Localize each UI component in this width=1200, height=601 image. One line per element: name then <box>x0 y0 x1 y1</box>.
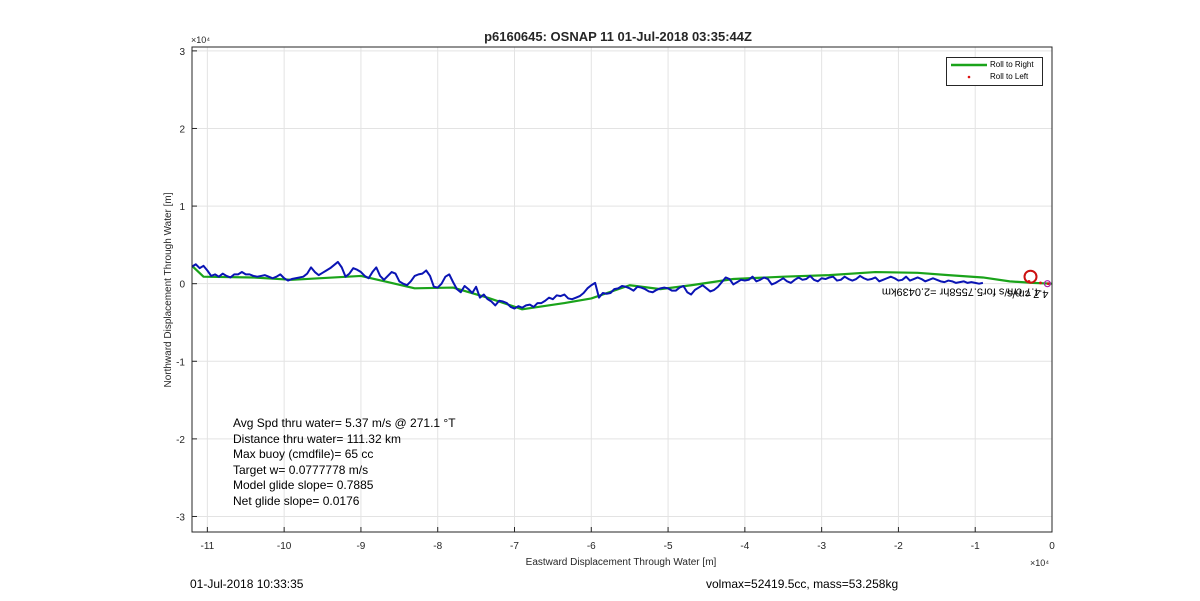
x-tick-label: -1 <box>971 541 980 552</box>
roll-to-right-line <box>191 265 1053 311</box>
current-annotation-text-duplicate: 4.7 cm/s <box>1006 287 1048 299</box>
roll-to-left-point <box>1046 282 1050 286</box>
x-tick-label: -3 <box>817 541 826 552</box>
y-exponent-label: ×10⁴ <box>191 35 210 45</box>
x-tick-label: -8 <box>433 541 442 552</box>
x-tick-labels: -11 -10 -9 -8 -7 -6 -5 -4 -3 -2 -1 0 <box>200 541 1055 552</box>
chart-title: p6160645: OSNAP 11 01-Jul-2018 03:35:44Z <box>484 29 752 44</box>
stat-net-glide-slope: Net glide slope= 0.0176 <box>233 493 360 508</box>
stat-max-buoy: Max buoy (cmdfile)= 65 cc <box>233 447 374 461</box>
x-tick-label: -5 <box>664 541 673 552</box>
y-tick-label: -3 <box>176 512 185 523</box>
roll-to-right-series <box>191 265 1053 311</box>
stat-target-w: Target w= 0.0777778 m/s <box>233 462 369 477</box>
legend-label: Roll to Left <box>990 72 1029 81</box>
current-position-marker <box>1043 280 1051 288</box>
legend-label: Roll to Right <box>990 60 1034 69</box>
legend-item-roll-to-left: Roll to Left <box>947 71 1042 83</box>
roll-to-left-point <box>1039 281 1042 285</box>
y-tick-label: 3 <box>179 47 185 58</box>
x-tick-label: -10 <box>277 541 292 552</box>
x-tick-label: 0 <box>1049 541 1055 552</box>
x-tick-label: -2 <box>894 541 903 552</box>
axes-box <box>191 46 1053 533</box>
legend-line-swatch <box>951 63 987 67</box>
x-tick-label: -4 <box>740 541 749 552</box>
footer-volmax-mass: volmax=52419.5cc, mass=53.258kg <box>706 577 899 591</box>
x-tick-label: -11 <box>200 541 214 552</box>
y-tick-label: 0 <box>179 280 185 291</box>
legend: Roll to Right Roll to Left <box>946 57 1043 86</box>
x-exponent-label: ×10⁴ <box>1030 558 1049 568</box>
stat-model-glide-slope: Model glide slope= 0.7885 <box>233 478 374 492</box>
x-axis-label: Eastward Displacement Through Water [m] <box>526 557 717 568</box>
x-tick-label: -6 <box>587 541 596 552</box>
legend-dot-swatch <box>967 75 971 79</box>
y-tick-label: -2 <box>176 435 185 446</box>
footer-timestamp: 01-Jul-2018 10:33:35 <box>190 577 304 591</box>
x-tick-label: -7 <box>510 541 519 552</box>
y-tick-labels: -3 -2 -1 0 1 2 3 <box>176 47 185 524</box>
glider-track-line <box>191 260 984 310</box>
current-annotation-text: 4.7 cm/s for5.7558hr =2.0439km <box>882 285 1041 297</box>
stat-avg-speed: Avg Spd thru water= 5.37 m/s @ 271.1 °T <box>233 416 456 430</box>
y-axis-label: Northward Displacement Through Water [m] <box>163 192 174 387</box>
glider-track-series <box>191 260 984 310</box>
y-tick-label: 2 <box>179 124 185 135</box>
y-tick-label: -1 <box>176 357 185 368</box>
stat-distance: Distance thru water= 111.32 km <box>233 431 401 446</box>
y-tick-label: 1 <box>179 202 185 213</box>
x-tick-label: -9 <box>356 541 365 552</box>
stats-text-block: Avg Spd thru water= 5.37 m/s @ 271.1 °T … <box>233 416 456 509</box>
legend-item-roll-to-right: Roll to Right <box>947 59 1042 71</box>
end-position-circle <box>1023 269 1038 284</box>
